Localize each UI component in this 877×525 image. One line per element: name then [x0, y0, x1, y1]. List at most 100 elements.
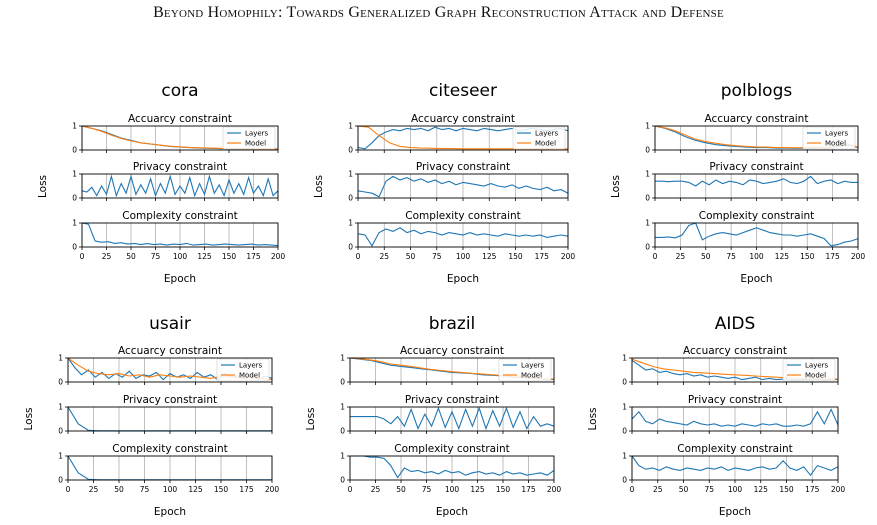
x-axis-label-usair: Epoch [154, 506, 186, 518]
series-line-layers [631, 408, 839, 427]
y-tick-label: 1 [348, 170, 353, 179]
y-axis-label-citeseer: Loss [313, 175, 325, 198]
x-tick-label: 175 [521, 485, 536, 494]
x-axis-label-citeseer: Epoch [447, 273, 479, 285]
subplot-cora-complexity-constraint: Complexity constraint 0 1 0 25 50 75 100 125 150 1… [72, 210, 285, 261]
x-tick-label: 50 [396, 485, 406, 494]
y-tick-label: 1 [340, 403, 345, 412]
y-axis-label-usair: Loss [23, 407, 35, 430]
legend-label-model: Model [245, 140, 266, 148]
y-tick-label: 0 [340, 427, 345, 436]
subplot-title: Accuarcy constraint [400, 345, 504, 357]
y-axis-label-brazil: Loss [305, 407, 317, 430]
x-tick-label: 150 [496, 485, 511, 494]
legend-label-layers: Layers [535, 130, 559, 138]
legend-label-layers: Layers [245, 130, 269, 138]
y-tick-label: 0 [58, 427, 63, 436]
y-tick-label: 0 [72, 243, 77, 252]
y-tick-label: 1 [645, 219, 650, 228]
y-tick-label: 1 [622, 403, 627, 412]
legend-usair: Layers Model [216, 358, 270, 382]
series-line-layers [81, 174, 279, 198]
x-axis-label-cora: Epoch [164, 273, 196, 285]
x-tick-label: 50 [406, 252, 416, 261]
y-tick-label: 0 [58, 476, 63, 485]
series-line-layers [655, 175, 858, 187]
subplot-polblogs-accuarcy-constraint: Accuarcy constraint 0 1 Layers Model [645, 113, 859, 155]
subplot-citeseer-privacy-constraint: Privacy constraint 0 1 [348, 161, 569, 203]
subplot-cora-privacy-constraint: Privacy constraint 0 1 [72, 161, 279, 203]
x-tick-label: 200 [831, 485, 846, 494]
y-tick-label: 1 [348, 122, 353, 131]
subplot-title: Accuarcy constraint [118, 345, 222, 357]
x-tick-label: 75 [704, 485, 714, 494]
subplot-title: Privacy constraint [709, 161, 803, 173]
panel-cora: cora Loss Epoch Accuarcy constraint 0 1 Layers… [37, 81, 285, 285]
subplot-citeseer-accuarcy-constraint: Accuarcy constraint 0 1 Layers Model [348, 113, 569, 155]
x-tick-label: 100 [728, 485, 743, 494]
x-tick-label: 175 [805, 485, 820, 494]
panel-title-usair: usair [149, 314, 191, 334]
x-tick-label: 200 [561, 252, 576, 261]
series-line-layers [81, 222, 279, 247]
x-tick-label: 125 [482, 252, 497, 261]
x-tick-label: 200 [271, 252, 286, 261]
subplot-title: Complexity constraint [112, 443, 228, 455]
x-tick-label: 100 [445, 485, 460, 494]
subplot-title: Complexity constraint [405, 210, 521, 222]
legend-label-model: Model [805, 372, 826, 380]
subplot-title: Complexity constraint [394, 443, 510, 455]
x-tick-label: 100 [163, 485, 178, 494]
x-tick-label: 25 [653, 485, 663, 494]
x-tick-label: 25 [89, 485, 99, 494]
y-axis-label-cora: Loss [37, 175, 49, 198]
subplot-polblogs-complexity-constraint: Complexity constraint 0 1 0 25 50 75 100 125 150 1… [645, 210, 865, 261]
series-line-layers [655, 222, 859, 247]
y-tick-label: 0 [72, 194, 77, 203]
subplot-title: Accuarcy constraint [128, 113, 232, 125]
panel-title-polblogs: polblogs [721, 81, 793, 101]
y-tick-label: 0 [348, 243, 353, 252]
x-tick-label: 100 [456, 252, 471, 261]
y-tick-label: 1 [72, 219, 77, 228]
x-tick-label: 25 [102, 252, 112, 261]
y-axis-label-polblogs: Loss [610, 175, 622, 198]
series-line-layers [350, 455, 555, 479]
subplot-title: Privacy constraint [405, 394, 499, 406]
subplot-title: Privacy constraint [133, 161, 227, 173]
subplot-usair-privacy-constraint: Privacy constraint 0 1 [58, 394, 273, 436]
y-tick-label: 0 [58, 378, 63, 387]
legend-label-layers: Layers [825, 130, 849, 138]
x-tick-label: 200 [265, 485, 280, 494]
subplot-title: Accuarcy constraint [411, 113, 515, 125]
series-line-layers [357, 175, 569, 198]
x-axis-label-polblogs: Epoch [740, 273, 772, 285]
x-tick-label: 25 [379, 252, 389, 261]
panel-brazil: brazil Loss Epoch Accuarcy constraint 0 1 Laye… [305, 314, 561, 518]
x-tick-label: 0 [348, 485, 353, 494]
panel-title-citeseer: citeseer [429, 81, 497, 101]
y-tick-label: 0 [622, 427, 627, 436]
subplot-usair-accuarcy-constraint: Accuarcy constraint 0 1 Layers Model [58, 345, 273, 387]
panel-usair: usair Loss Epoch Accuarcy constraint 0 1 Layer… [23, 314, 279, 518]
legend-label-layers: Layers [805, 362, 829, 370]
x-tick-label: 125 [188, 485, 203, 494]
subplot-citeseer-complexity-constraint: Complexity constraint 0 1 0 25 50 75 100 125 150 1… [348, 210, 575, 261]
x-tick-label: 0 [356, 252, 361, 261]
y-tick-label: 0 [340, 476, 345, 485]
x-tick-label: 175 [825, 252, 840, 261]
x-tick-label: 50 [701, 252, 711, 261]
panel-title-brazil: brazil [429, 314, 476, 334]
x-tick-label: 150 [508, 252, 523, 261]
y-axis-label-aids: Loss [587, 407, 599, 430]
x-tick-label: 150 [214, 485, 229, 494]
y-tick-label: 0 [622, 378, 627, 387]
legend-label-model: Model [239, 372, 260, 380]
running-header: Beyond Homophily: Towards Generalized Gr… [153, 4, 724, 21]
legend-label-model: Model [521, 372, 542, 380]
x-tick-label: 175 [239, 485, 254, 494]
y-tick-label: 1 [348, 219, 353, 228]
x-tick-label: 125 [754, 485, 769, 494]
y-tick-label: 0 [645, 243, 650, 252]
